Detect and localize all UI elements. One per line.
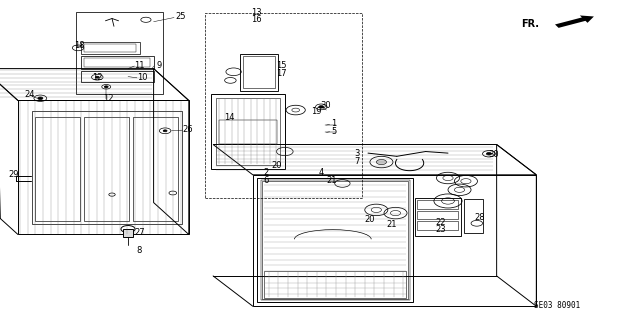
Bar xyxy=(417,221,458,230)
Bar xyxy=(216,98,280,165)
Text: 21: 21 xyxy=(387,220,397,229)
Bar xyxy=(243,56,275,88)
Text: 17: 17 xyxy=(276,69,287,78)
Text: 21: 21 xyxy=(326,176,337,185)
Text: 27: 27 xyxy=(134,228,145,237)
Text: FR.: FR. xyxy=(522,19,540,29)
Text: 12: 12 xyxy=(104,94,114,103)
Text: 9: 9 xyxy=(156,61,161,70)
Bar xyxy=(32,111,182,224)
Bar xyxy=(219,120,277,144)
Text: 23: 23 xyxy=(435,225,445,234)
Text: 4: 4 xyxy=(319,168,324,177)
Text: 26: 26 xyxy=(183,125,193,134)
FancyArrow shape xyxy=(555,15,594,28)
Bar xyxy=(81,71,154,82)
Bar xyxy=(84,58,150,67)
Text: 18: 18 xyxy=(74,41,84,50)
Text: 29: 29 xyxy=(9,170,19,179)
Text: 5: 5 xyxy=(332,127,337,136)
Bar xyxy=(264,271,406,298)
Bar xyxy=(262,181,408,299)
Circle shape xyxy=(38,97,43,100)
Bar xyxy=(240,54,278,91)
Circle shape xyxy=(104,86,108,88)
Text: SE03 80901: SE03 80901 xyxy=(534,301,580,310)
Text: 6: 6 xyxy=(263,176,268,185)
Text: 3: 3 xyxy=(355,149,360,158)
Bar xyxy=(417,211,458,219)
Text: 25: 25 xyxy=(175,12,186,21)
Bar xyxy=(84,44,136,52)
Circle shape xyxy=(319,106,324,108)
Text: 13: 13 xyxy=(251,8,261,17)
Text: 11: 11 xyxy=(134,61,145,70)
Circle shape xyxy=(163,130,167,132)
Text: 15: 15 xyxy=(276,61,287,70)
Text: 14: 14 xyxy=(224,113,234,122)
Text: 10: 10 xyxy=(137,73,147,82)
Text: 19: 19 xyxy=(312,107,322,115)
Text: 12: 12 xyxy=(92,73,102,82)
Text: 20: 20 xyxy=(271,161,282,170)
Bar xyxy=(205,13,362,198)
Bar xyxy=(81,42,140,54)
Bar xyxy=(81,56,154,69)
Text: 20: 20 xyxy=(365,215,375,224)
Text: 30: 30 xyxy=(320,101,330,110)
Bar xyxy=(415,198,461,236)
Bar xyxy=(253,175,536,306)
Bar xyxy=(417,200,458,209)
Circle shape xyxy=(486,152,492,155)
Text: 30: 30 xyxy=(489,150,499,159)
Text: 16: 16 xyxy=(251,15,261,24)
Text: 7: 7 xyxy=(355,157,360,166)
Bar xyxy=(123,229,133,237)
Text: 22: 22 xyxy=(435,218,445,227)
Text: 1: 1 xyxy=(332,119,337,128)
Text: 8: 8 xyxy=(137,246,142,255)
Bar xyxy=(464,199,483,233)
Text: 2: 2 xyxy=(263,168,268,177)
Circle shape xyxy=(95,76,99,78)
Bar xyxy=(76,12,163,94)
Bar xyxy=(261,180,410,300)
Circle shape xyxy=(376,160,387,165)
Text: 24: 24 xyxy=(24,90,35,99)
Bar xyxy=(211,94,285,169)
Text: 28: 28 xyxy=(475,213,485,222)
